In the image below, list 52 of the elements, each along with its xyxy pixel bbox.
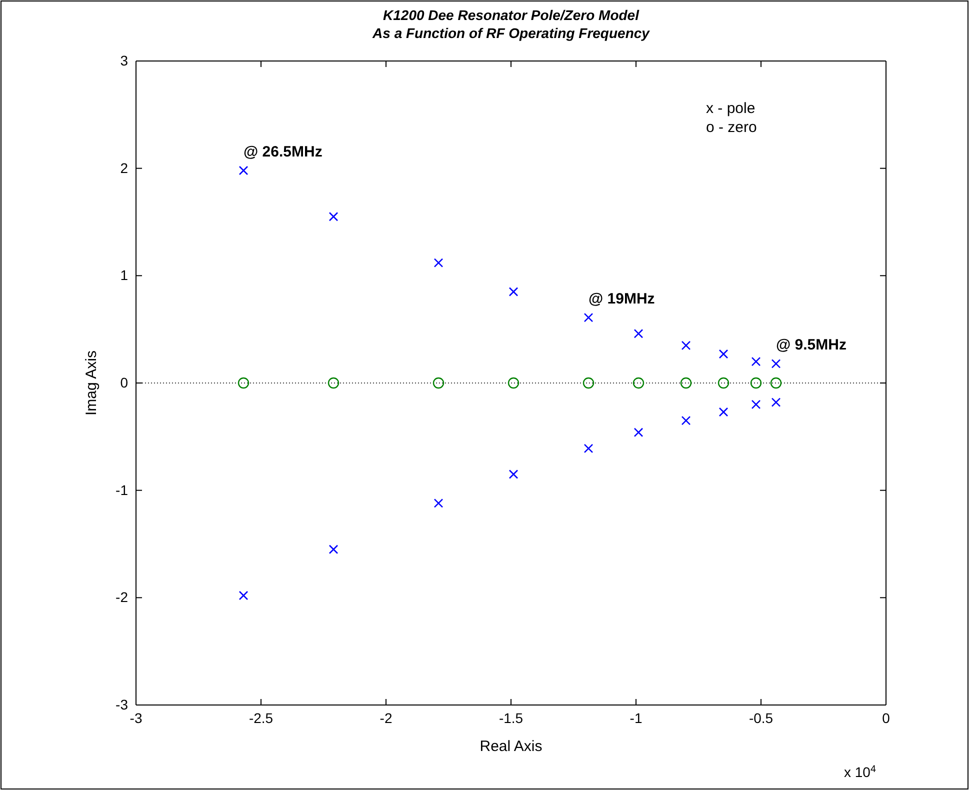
y-tick-label: 1 [120, 267, 128, 284]
point [328, 544, 338, 554]
point [238, 166, 248, 176]
point [238, 590, 248, 600]
text: x 10$^{4}$ [844, 764, 876, 780]
point [751, 356, 761, 366]
point [432, 377, 444, 389]
y-tick-label: 3 [120, 52, 128, 68]
y-tick-label: -1 [116, 482, 128, 498]
point [771, 359, 781, 368]
x-tick-label: 0 [882, 710, 890, 726]
point [718, 377, 730, 389]
annotation: x - pole [706, 100, 756, 117]
point [718, 407, 728, 417]
x-tick-label: -0.5 [748, 710, 774, 726]
point [508, 287, 518, 296]
point [238, 377, 250, 389]
point [718, 349, 728, 359]
y-tick-label: 0 [120, 374, 128, 390]
y-tick-label: -2 [116, 589, 128, 606]
x-tick-label: -2.5 [248, 710, 274, 726]
y-axis-title: Imag Axis [83, 350, 100, 416]
point [750, 377, 762, 389]
point [508, 377, 520, 389]
point [632, 377, 644, 389]
point [681, 340, 691, 350]
point [680, 377, 692, 389]
point [771, 398, 781, 407]
x-axis-title: Real Axis [480, 738, 542, 755]
point [434, 258, 444, 268]
point [582, 377, 594, 389]
point [434, 498, 444, 508]
point [584, 444, 594, 454]
point [681, 416, 691, 426]
point [584, 312, 594, 322]
point [328, 377, 340, 389]
annotation: @ 26.5MHz [244, 143, 322, 160]
point [634, 328, 644, 338]
chart-title: K1200 Dee Resonator Pole/Zero Model As a Function of RF Operating Frequency [372, 7, 651, 41]
x-tick-label: -1 [630, 710, 642, 726]
annotation: o - zero [706, 119, 757, 136]
x-tick-label: -1.5 [498, 710, 524, 726]
point [770, 377, 782, 389]
point [634, 428, 644, 438]
annotation: @ 9.5MHz [776, 336, 846, 354]
point [508, 470, 518, 479]
annotation: @ 19MHz [588, 290, 655, 308]
point [751, 400, 761, 410]
y-tick-label: -3 [116, 696, 128, 712]
y-tick-label: 2 [120, 160, 128, 176]
x-tick-label: -2 [380, 710, 392, 726]
point [328, 212, 338, 222]
